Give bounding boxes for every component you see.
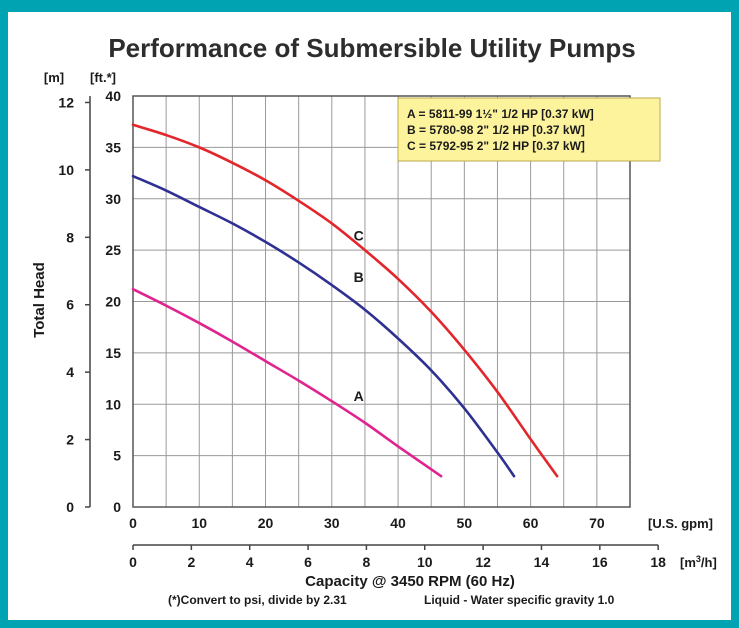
legend-background [397, 97, 661, 162]
y-ft-tick-label: 35 [105, 139, 121, 155]
y-m-tick-label: 12 [58, 94, 74, 110]
y-m-tick-label: 8 [66, 229, 74, 245]
x-m3h-tick-label: 0 [129, 554, 137, 570]
footnote-liquid: Liquid - Water specific gravity 1.0 [424, 593, 615, 607]
y-m-tick-label: 2 [66, 432, 74, 448]
x-m3h-tick-label: 2 [187, 554, 195, 570]
y-ft-tick-label: 10 [105, 396, 121, 412]
y-m-tick-label: 10 [58, 162, 74, 178]
x-gpm-tick-label: 70 [589, 515, 605, 531]
x-unit-m3h: [m3/h] [680, 554, 717, 570]
y-ft-tick-label: 30 [105, 191, 121, 207]
y-m-tick-label: 6 [66, 297, 74, 313]
x-gpm-tick-label: 30 [324, 515, 340, 531]
y-left-unit: [m] [44, 70, 64, 85]
x-gpm-tick-label: 50 [457, 515, 473, 531]
plot-border [132, 95, 631, 508]
curve-label-a: A [354, 388, 364, 404]
y-axis-label: Total Head [31, 262, 48, 338]
legend-box: A = 5811-99 1½" 1/2 HP [0.37 kW] B = 578… [397, 97, 661, 162]
curve-a [131, 287, 443, 478]
curves: A B C [131, 123, 559, 478]
x-m3h-tick-label: 8 [363, 554, 371, 570]
x-gpm-tick-label: 10 [191, 515, 207, 531]
x-m3h-tick-label: 16 [592, 554, 608, 570]
legend-entry-b: B = 5780-98 2" 1/2 HP [0.37 kW] [407, 123, 585, 137]
footnote: (*)Convert to psi, divide by 2.31 [168, 593, 347, 607]
y-ticks: 0 5 10 15 20 25 30 35 40 0 2 4 6 8 10 12 [58, 88, 121, 515]
x-m3h-tick-label: 12 [475, 554, 491, 570]
curve-label-c: C [354, 228, 364, 244]
grid [132, 95, 631, 508]
y-ft-tick-label: 25 [105, 242, 121, 258]
chart-title: Performance of Submersible Utility Pumps [108, 33, 635, 63]
x-unit-gpm: [U.S. gpm] [648, 516, 713, 531]
x-m3h-tick-label: 4 [246, 554, 254, 570]
y-m-tick-label: 4 [66, 364, 74, 380]
curve-label-b: B [354, 269, 364, 285]
y-m-tick-label: 0 [66, 499, 74, 515]
x-m3h-tick-label: 10 [417, 554, 433, 570]
x-m3h-tick-label: 18 [650, 554, 666, 570]
x-gpm-tick-label: 0 [129, 515, 137, 531]
x-gpm-tick-label: 20 [258, 515, 274, 531]
x-gpm-tick-label: 40 [390, 515, 406, 531]
x-m3h-tick-label: 6 [304, 554, 312, 570]
y-right-unit: [ft.*] [90, 70, 116, 85]
legend-entry-a: A = 5811-99 1½" 1/2 HP [0.37 kW] [407, 107, 594, 121]
y-ft-tick-label: 5 [113, 448, 121, 464]
x-ticks: 0 10 20 30 40 50 60 70 0 2 4 6 8 10 12 14 16 18 [129, 515, 666, 570]
x-gpm-tick-label: 60 [523, 515, 539, 531]
x-m3h-tick-label: 14 [534, 554, 550, 570]
y-ft-tick-label: 15 [105, 345, 121, 361]
legend-entry-c: C = 5792-95 2" 1/2 HP [0.37 kW] [407, 139, 585, 153]
curve-b [131, 174, 516, 478]
x-axis-label: Capacity @ 3450 RPM (60 Hz) [305, 573, 515, 590]
curve-c [131, 123, 559, 478]
y-ft-tick-label: 40 [105, 88, 121, 104]
y-ft-tick-label: 20 [105, 294, 121, 310]
y-ft-tick-label: 0 [113, 499, 121, 515]
